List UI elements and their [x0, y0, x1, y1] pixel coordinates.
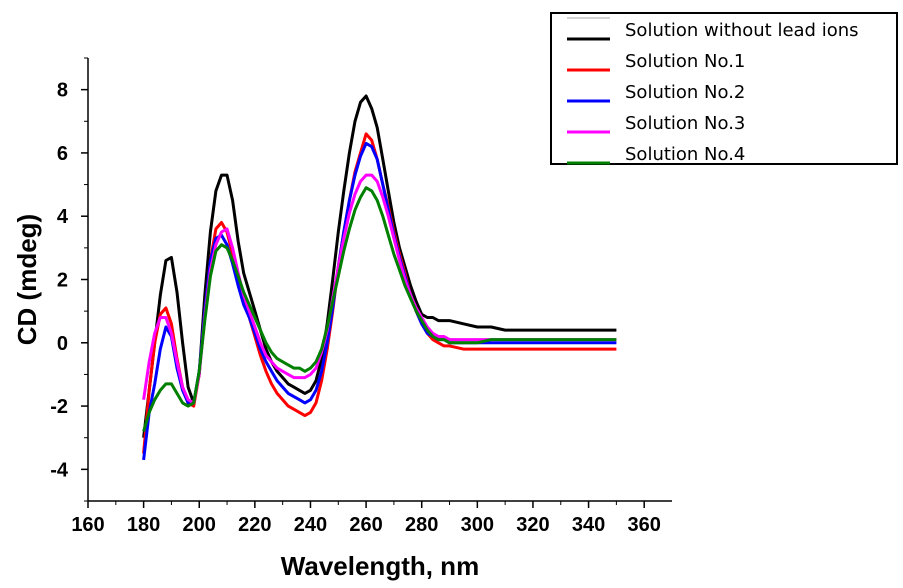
x-tick-label: 240 [294, 514, 327, 536]
x-tick-label: 160 [71, 514, 104, 536]
series-line-1 [142, 94, 617, 438]
x-tick-label: 180 [127, 514, 160, 536]
series-layer [142, 94, 617, 461]
y-tick-label: 6 [57, 143, 68, 165]
x-tick-label: 280 [405, 514, 438, 536]
x-tick-label: 260 [349, 514, 382, 536]
y-axis-title: CD (mdeg) [12, 214, 42, 345]
legend-label-4: Solution No.3 [625, 113, 745, 134]
x-tick-label: 320 [516, 514, 549, 536]
axes-layer: 160 180 200 220 240 260 280 300 320 340 360 -4 -2 0 2 4… [50, 57, 672, 536]
y-tick-label: 0 [57, 333, 68, 355]
legend: Solution without lead ions Solution No.1 S… [550, 12, 898, 165]
x-axis-title: Wavelength, nm [281, 551, 479, 581]
y-tick-label: -2 [50, 396, 68, 418]
legend-label-5: Solution No.4 [625, 144, 745, 165]
series-line-2 [142, 132, 617, 454]
legend-label-1: Solution without lead ions [625, 20, 859, 41]
x-tick-label: 300 [461, 514, 494, 536]
legend-label-2: Solution No.1 [625, 51, 745, 72]
series-line-5 [142, 186, 617, 432]
y-tick-label: -4 [50, 459, 69, 481]
y-tick-label: 8 [57, 80, 68, 102]
y-tick-label: 4 [57, 206, 69, 228]
x-tick-label: 200 [183, 514, 216, 536]
y-tick-label: 2 [57, 270, 68, 292]
x-tick-label: 360 [628, 514, 661, 536]
x-tick-label: 340 [572, 514, 605, 536]
x-tick-label: 220 [238, 514, 271, 536]
legend-label-3: Solution No.2 [625, 82, 745, 103]
